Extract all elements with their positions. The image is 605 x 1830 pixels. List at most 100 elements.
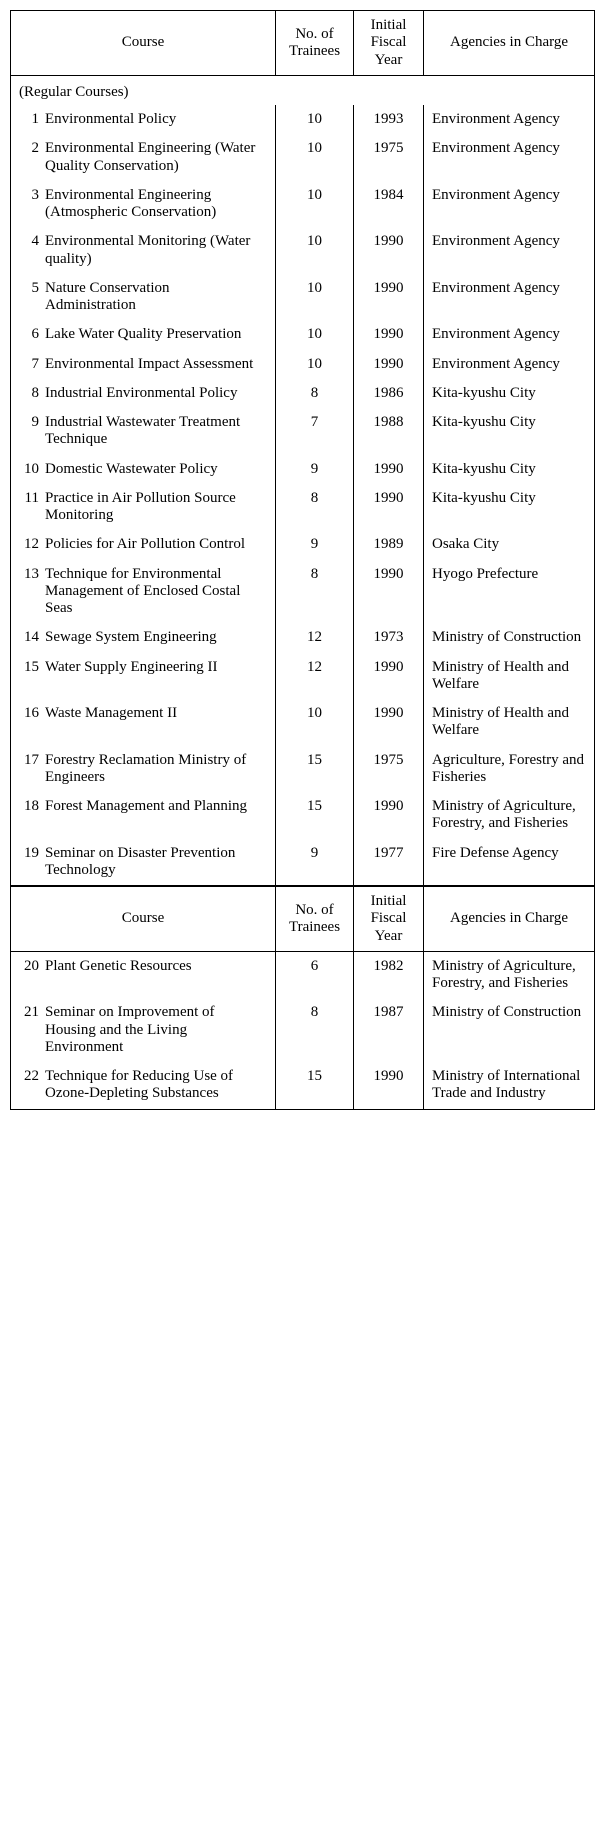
course-text: Practice in Air Pollution Source Monitor…: [45, 490, 263, 525]
cell-agency: Kita-kyushu City: [424, 379, 594, 408]
table-row: 15Water Supply Engineering II121990Minis…: [11, 653, 594, 700]
cell-year: 1990: [354, 455, 424, 484]
cell-trainees: 6: [276, 952, 354, 999]
table-row: 22Technique for Reducing Use of Ozone-De…: [11, 1062, 594, 1109]
cell-course: 17 Forestry Reclamation Ministry of Engin…: [11, 746, 276, 793]
cell-trainees: 15: [276, 792, 354, 839]
course-text: Environmental Policy: [45, 111, 263, 128]
cell-course: 20 Plant Genetic Resources: [11, 952, 276, 999]
cell-trainees: 8: [276, 484, 354, 531]
cell-agency: Kita-kyushu City: [424, 455, 594, 484]
course-text: Technique for Environmental Management o…: [45, 566, 263, 618]
header-course: Course: [11, 887, 276, 951]
cell-agency: Agriculture, Forestry and Fisheries: [424, 746, 594, 793]
table-body-2: 20Plant Genetic Resources61982Ministry o…: [11, 952, 594, 1110]
course-text: Policies for Air Pollution Control: [45, 536, 263, 553]
course-text: Environmental Monitoring (Water quality): [45, 233, 263, 268]
cell-course: 1Environmental Policy: [11, 105, 276, 134]
table-row: 16Waste Management II101990Ministry of H…: [11, 699, 594, 746]
cell-trainees: 10: [276, 699, 354, 746]
table-row: 8Industrial Environmental Policy81986Kit…: [11, 379, 594, 408]
course-text: Seminar on Improvement of Housing and th…: [45, 1004, 263, 1056]
cell-year: 1990: [354, 1062, 424, 1109]
cell-trainees: 8: [276, 379, 354, 408]
cell-trainees: 8: [276, 560, 354, 624]
cell-year: 1990: [354, 653, 424, 700]
cell-year: 1975: [354, 746, 424, 793]
cell-agency: Osaka City: [424, 530, 594, 559]
table-row: 9Industrial Wastewater Treatment Techniq…: [11, 408, 594, 455]
cell-course: 6 Lake Water Quality Preservation: [11, 320, 276, 349]
table-row: 11 Practice in Air Pollution Source Monit…: [11, 484, 594, 531]
row-number: 11: [19, 490, 39, 507]
cell-agency: Environment Agency: [424, 227, 594, 274]
course-text: Nature Conservation Administration: [45, 280, 263, 315]
cell-agency: Fire Defense Agency: [424, 839, 594, 886]
row-number: 20: [19, 958, 39, 975]
table-block-1: Course No. of Trainees Initial Fiscal Ye…: [10, 10, 595, 886]
cell-year: 1975: [354, 134, 424, 181]
cell-course: 8Industrial Environmental Policy: [11, 379, 276, 408]
cell-year: 1984: [354, 181, 424, 228]
cell-course: 3Environmental Engineering (Atmospheric …: [11, 181, 276, 228]
row-number: 15: [19, 659, 39, 676]
table-row: 21 Seminar on Improvement of Housing and …: [11, 998, 594, 1062]
cell-year: 1988: [354, 408, 424, 455]
course-text: Technique for Reducing Use of Ozone-Depl…: [45, 1068, 263, 1103]
row-number: 21: [19, 1004, 39, 1021]
row-number: 3: [19, 187, 39, 204]
header-row: Course No. of Trainees Initial Fiscal Ye…: [11, 887, 594, 952]
cell-agency: Ministry of Agriculture, Forestry, and F…: [424, 792, 594, 839]
course-text: Waste Management II: [45, 705, 263, 722]
section-title-regular: (Regular Courses): [11, 76, 594, 105]
cell-agency: Hyogo Prefecture: [424, 560, 594, 624]
cell-course: 7Environmental Impact Assessment: [11, 350, 276, 379]
row-number: 13: [19, 566, 39, 583]
course-text: Forestry Reclamation Ministry of Enginee…: [45, 752, 263, 787]
table-block-2: Course No. of Trainees Initial Fiscal Ye…: [10, 886, 595, 1110]
cell-agency: Ministry of Agriculture, Forestry, and F…: [424, 952, 594, 999]
row-number: 10: [19, 461, 39, 478]
header-year: Initial Fiscal Year: [354, 11, 424, 75]
cell-agency: Environment Agency: [424, 134, 594, 181]
cell-agency: Environment Agency: [424, 320, 594, 349]
cell-course: 18Forest Management and Planning: [11, 792, 276, 839]
cell-trainees: 9: [276, 839, 354, 886]
row-number: 12: [19, 536, 39, 553]
cell-trainees: 10: [276, 274, 354, 321]
course-text: Forest Management and Planning: [45, 798, 263, 815]
cell-year: 1990: [354, 484, 424, 531]
table-row: 1Environmental Policy101993Environment A…: [11, 105, 594, 134]
cell-course: 5Nature Conservation Administration: [11, 274, 276, 321]
cell-year: 1973: [354, 623, 424, 652]
cell-trainees: 10: [276, 105, 354, 134]
row-number: 17: [19, 752, 39, 769]
cell-agency: Ministry of International Trade and Indu…: [424, 1062, 594, 1109]
course-text: Domestic Wastewater Policy: [45, 461, 263, 478]
header-trainees: No. of Trainees: [276, 887, 354, 951]
cell-year: 1990: [354, 320, 424, 349]
row-number: 2: [19, 140, 39, 157]
cell-trainees: 9: [276, 455, 354, 484]
cell-agency: Ministry of Construction: [424, 623, 594, 652]
cell-agency: Environment Agency: [424, 105, 594, 134]
cell-agency: Kita-kyushu City: [424, 408, 594, 455]
row-number: 16: [19, 705, 39, 722]
course-text: Lake Water Quality Preservation: [45, 326, 263, 343]
cell-course: 11 Practice in Air Pollution Source Monit…: [11, 484, 276, 531]
cell-trainees: 10: [276, 320, 354, 349]
course-text: Plant Genetic Resources: [45, 958, 263, 975]
table-row: 2Environmental Engineering (Water Qualit…: [11, 134, 594, 181]
table-row: 12Policies for Air Pollution Control9198…: [11, 530, 594, 559]
course-text: Water Supply Engineering II: [45, 659, 263, 676]
cell-course: 21 Seminar on Improvement of Housing and …: [11, 998, 276, 1062]
cell-trainees: 10: [276, 181, 354, 228]
course-text: Environmental Impact Assessment: [45, 356, 263, 373]
cell-course: 4Environmental Monitoring (Water quality…: [11, 227, 276, 274]
row-number: 6: [19, 326, 39, 343]
cell-year: 1989: [354, 530, 424, 559]
cell-course: 12 Policies for Air Pollution Control: [11, 530, 276, 559]
cell-year: 1990: [354, 699, 424, 746]
cell-year: 1986: [354, 379, 424, 408]
table-row: 19Seminar on Disaster Prevention Technol…: [11, 839, 594, 886]
